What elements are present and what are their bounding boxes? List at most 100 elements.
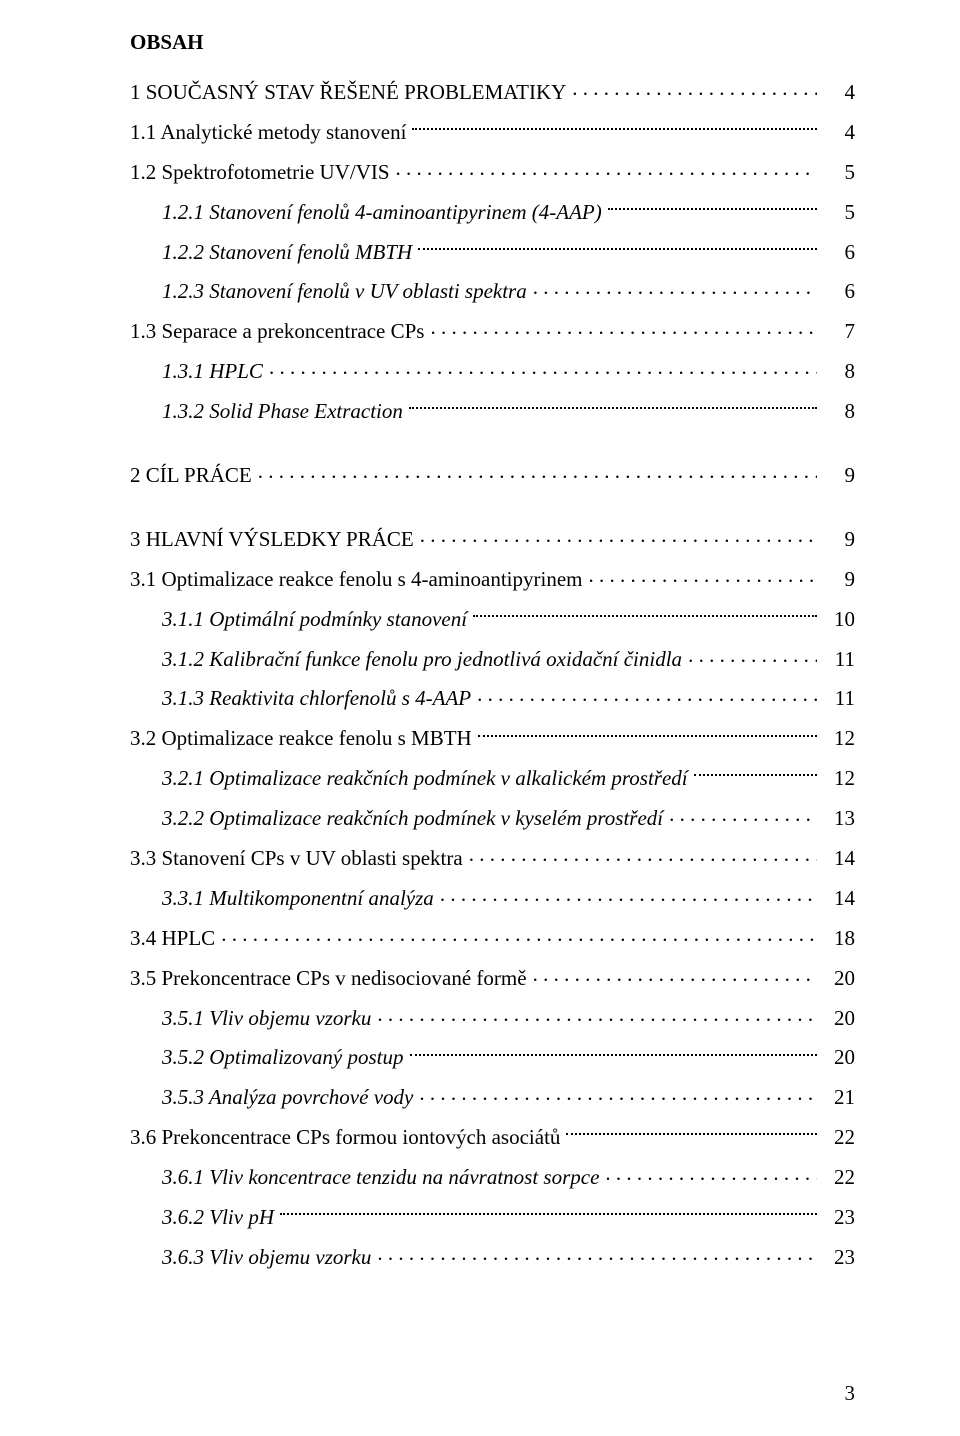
toc-label: 3.1 Optimalizace reakce fenolu s 4-amino…: [130, 560, 589, 600]
toc-leader: [221, 920, 817, 945]
toc-page: 9: [817, 520, 855, 560]
page-number: 3: [845, 1381, 856, 1406]
toc-label: 3.6.3 Vliv objemu vzorku: [162, 1238, 377, 1278]
toc-page: 4: [817, 73, 855, 113]
toc-page: 12: [817, 759, 855, 799]
toc-leader: [377, 1239, 817, 1264]
page: OBSAH 1 SOUČASNÝ STAV ŘEŠENÉ PROBLEMATIK…: [0, 0, 960, 1436]
toc-page: 20: [817, 959, 855, 999]
toc-label: 1.3.2 Solid Phase Extraction: [162, 392, 409, 432]
toc-page: 7: [817, 312, 855, 352]
toc-label: 3.5 Prekoncentrace CPs v nedisociované f…: [130, 959, 533, 999]
toc-label: 1 SOUČASNÝ STAV ŘEŠENÉ PROBLEMATIKY: [130, 73, 572, 113]
toc-line: 1 SOUČASNÝ STAV ŘEŠENÉ PROBLEMATIKY 4: [130, 73, 855, 113]
toc-page: 11: [817, 640, 855, 680]
toc-leader: [572, 74, 817, 99]
toc-leader: [589, 561, 818, 586]
toc-page: 22: [817, 1118, 855, 1158]
toc-line: 1.1 Analytické metody stanovení 4: [130, 113, 855, 153]
toc-page: 9: [817, 456, 855, 496]
toc-label: 2 CÍL PRÁCE: [130, 456, 258, 496]
toc-line: 1.3.2 Solid Phase Extraction8: [130, 392, 855, 432]
toc-line: 1.3 Separace a prekoncentrace CPs 7: [130, 312, 855, 352]
toc-line: 3.6.3 Vliv objemu vzorku 23: [130, 1238, 855, 1278]
toc-leader: [418, 233, 817, 258]
toc-line: 1.2.3 Stanovení fenolů v UV oblasti spek…: [130, 272, 855, 312]
toc-leader: [396, 154, 817, 179]
toc-label: 3.5.3 Analýza povrchové vody: [162, 1078, 419, 1118]
toc-label: 3.6.1 Vliv koncentrace tenzidu na návrat…: [162, 1158, 605, 1198]
toc-leader: [412, 114, 817, 139]
toc-leader: [688, 640, 817, 665]
toc-page: 20: [817, 999, 855, 1039]
toc-leader: [258, 457, 817, 482]
toc-line: 3.3 Stanovení CPs v UV oblasti spektra 14: [130, 839, 855, 879]
toc-page: 23: [817, 1238, 855, 1278]
toc-page: 20: [817, 1038, 855, 1078]
toc-line: 3.6 Prekoncentrace CPs formou iontových …: [130, 1118, 855, 1158]
toc-leader: [440, 880, 817, 905]
toc-page: 4: [817, 113, 855, 153]
toc-container: 1 SOUČASNÝ STAV ŘEŠENÉ PROBLEMATIKY41.1 …: [130, 73, 855, 1278]
toc-label: 3.6.2 Vliv pH: [162, 1198, 280, 1238]
toc-page: 11: [817, 679, 855, 719]
toc-label: 3.3 Stanovení CPs v UV oblasti spektra: [130, 839, 469, 879]
toc-leader: [473, 601, 817, 626]
toc-leader: [669, 800, 817, 825]
toc-leader: [377, 999, 817, 1024]
toc-label: 1.2.3 Stanovení fenolů v UV oblasti spek…: [162, 272, 533, 312]
toc-line: 3 HLAVNÍ VÝSLEDKY PRÁCE 9: [130, 520, 855, 560]
toc-line: 3.2 Optimalizace reakce fenolu s MBTH 12: [130, 719, 855, 759]
toc-leader: [280, 1199, 817, 1224]
toc-spacer: [130, 496, 855, 520]
toc-label: 3.4 HPLC: [130, 919, 221, 959]
toc-leader: [269, 353, 817, 378]
toc-page: 14: [817, 879, 855, 919]
toc-line: 2 CÍL PRÁCE 9: [130, 456, 855, 496]
toc-leader: [478, 720, 817, 745]
toc-leader: [430, 313, 817, 338]
toc-line: 3.5.3 Analýza povrchové vody 21: [130, 1078, 855, 1118]
toc-leader: [420, 521, 817, 546]
toc-leader: [477, 680, 817, 705]
toc-label: 3 HLAVNÍ VÝSLEDKY PRÁCE: [130, 520, 420, 560]
toc-line: 3.1.1 Optimální podmínky stanovení10: [130, 600, 855, 640]
toc-line: 3.5.1 Vliv objemu vzorku 20: [130, 999, 855, 1039]
toc-label: 3.1.2 Kalibrační funkce fenolu pro jedno…: [162, 640, 688, 680]
toc-label: 1.2 Spektrofotometrie UV/VIS: [130, 153, 396, 193]
toc-line: 3.6.1 Vliv koncentrace tenzidu na návrat…: [130, 1158, 855, 1198]
toc-page: 12: [817, 719, 855, 759]
toc-label: 3.2 Optimalizace reakce fenolu s MBTH: [130, 719, 478, 759]
toc-leader: [410, 1039, 818, 1064]
toc-label: 3.2.1 Optimalizace reakčních podmínek v …: [162, 759, 694, 799]
toc-line: 3.6.2 Vliv pH 23: [130, 1198, 855, 1238]
toc-leader: [694, 760, 817, 785]
toc-label: 3.3.1 Multikomponentní analýza: [162, 879, 440, 919]
toc-page: 18: [817, 919, 855, 959]
toc-label: 3.5.1 Vliv objemu vzorku: [162, 999, 377, 1039]
toc-page: 22: [817, 1158, 855, 1198]
toc-line: 3.2.1 Optimalizace reakčních podmínek v …: [130, 759, 855, 799]
toc-page: 21: [817, 1078, 855, 1118]
toc-leader: [605, 1159, 817, 1184]
toc-leader: [533, 273, 817, 298]
toc-label: 1.3 Separace a prekoncentrace CPs: [130, 312, 430, 352]
toc-line: 1.2.1 Stanovení fenolů 4-aminoantipyrine…: [130, 193, 855, 233]
toc-page: 10: [817, 600, 855, 640]
toc-heading: OBSAH: [130, 30, 855, 55]
toc-line: 3.5 Prekoncentrace CPs v nedisociované f…: [130, 959, 855, 999]
toc-line: 3.1.3 Reaktivita chlorfenolů s 4-AAP 11: [130, 679, 855, 719]
toc-leader: [409, 393, 817, 418]
toc-page: 8: [817, 352, 855, 392]
toc-label: 3.5.2 Optimalizovaný postup: [162, 1038, 410, 1078]
toc-line: 3.5.2 Optimalizovaný postup 20: [130, 1038, 855, 1078]
toc-line: 1.3.1 HPLC8: [130, 352, 855, 392]
toc-leader: [469, 840, 817, 865]
toc-label: 1.1 Analytické metody stanovení: [130, 113, 412, 153]
toc-page: 23: [817, 1198, 855, 1238]
toc-label: 3.1.3 Reaktivita chlorfenolů s 4-AAP: [162, 679, 477, 719]
toc-page: 14: [817, 839, 855, 879]
toc-page: 5: [817, 153, 855, 193]
toc-page: 5: [817, 193, 855, 233]
toc-line: 3.1.2 Kalibrační funkce fenolu pro jedno…: [130, 640, 855, 680]
